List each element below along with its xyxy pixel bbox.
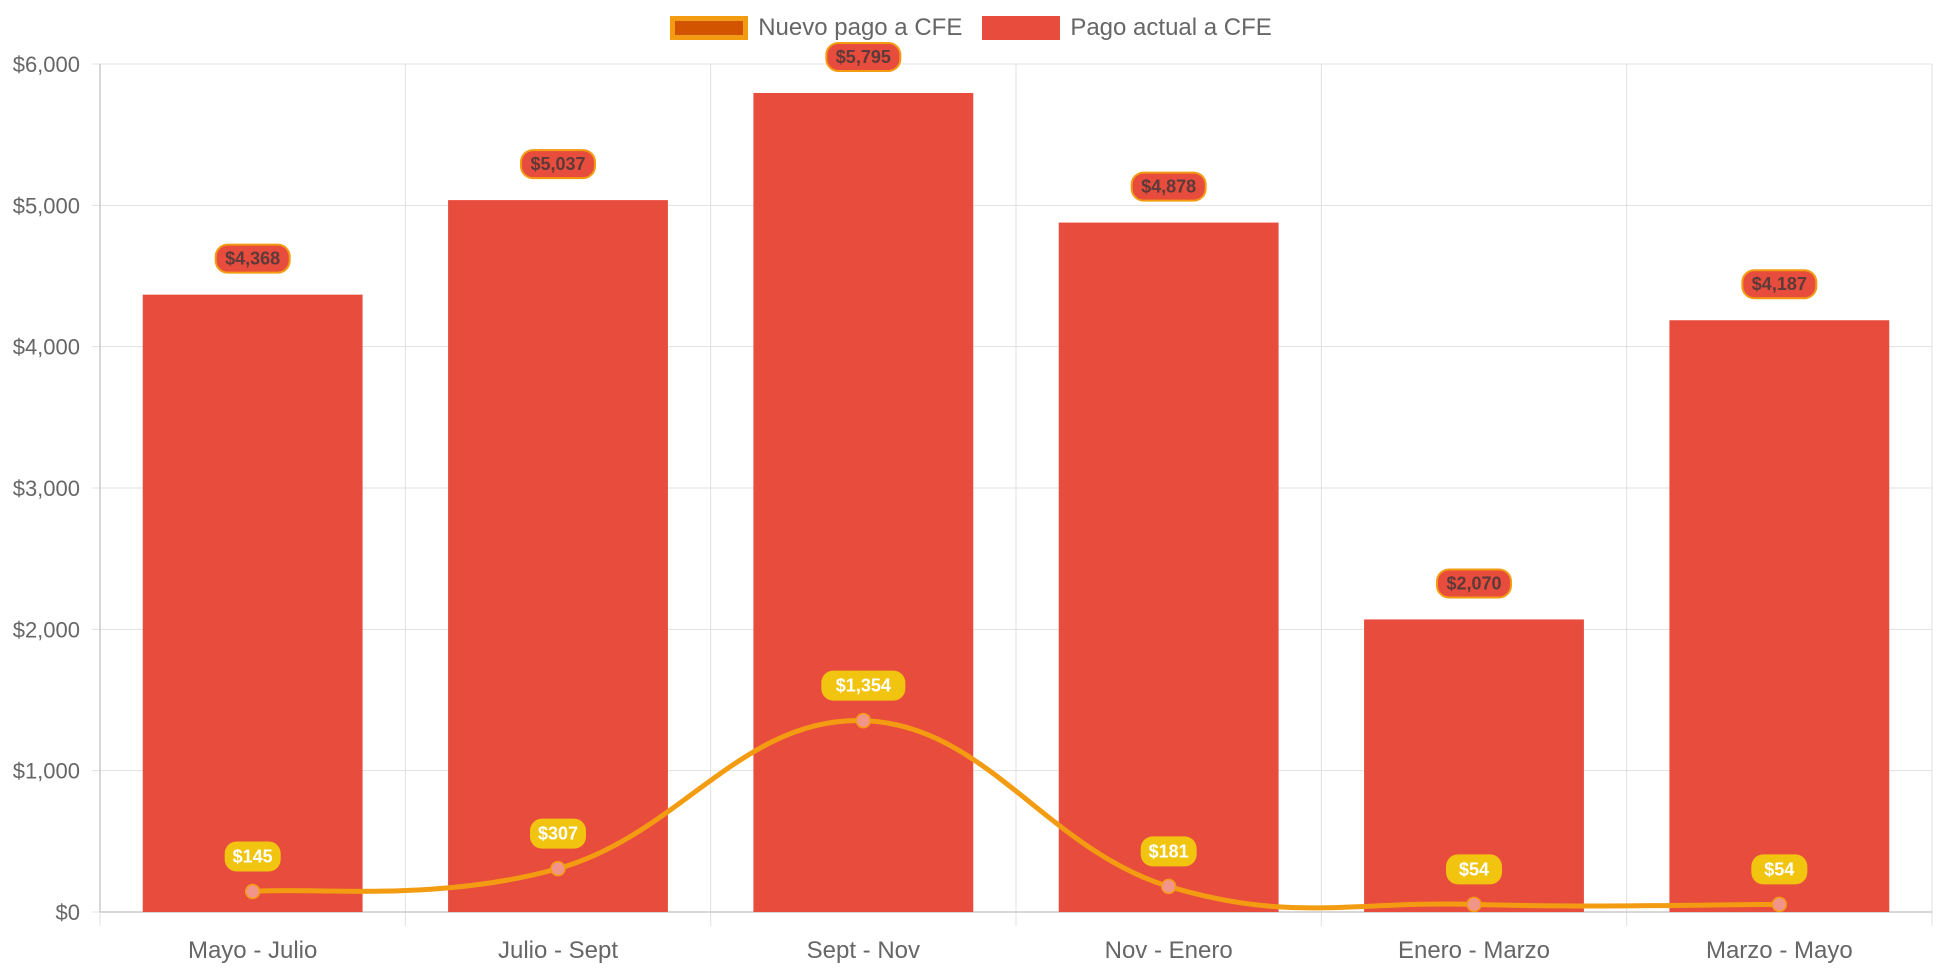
y-tick-label: $5,000 (13, 193, 80, 218)
bar (1669, 320, 1890, 913)
line-point (1160, 878, 1177, 895)
bar (753, 92, 974, 913)
line-data-label: $54 (1459, 859, 1489, 879)
bar-data-label: $5,037 (530, 154, 585, 174)
line-data-label-bg (1751, 854, 1808, 885)
legend-label-nuevo-pago: Nuevo pago a CFE (758, 14, 963, 41)
line-data-label: $54 (1764, 859, 1794, 879)
x-tick-label: Mayo - Julio (188, 937, 317, 964)
bar-data-label-bg (214, 243, 291, 274)
line-data-label: $1,354 (836, 676, 891, 696)
bar-data-label: $4,878 (1141, 177, 1196, 197)
bar (448, 200, 668, 912)
line-data-label-bg (224, 841, 281, 872)
bar-data-label: $2,070 (1446, 573, 1501, 593)
line-data-label: $307 (538, 824, 578, 844)
y-tick-label: $2,000 (13, 617, 80, 642)
bar-data-label-bg (520, 149, 596, 180)
x-tick-label: Enero - Marzo (1398, 937, 1550, 964)
line-series-path (252, 718, 1780, 911)
y-tick-label: $1,000 (13, 759, 80, 784)
legend-item-pago-actual[interactable]: Pago actual a CFE (982, 14, 1272, 42)
x-tick-label: Nov - Enero (1105, 937, 1233, 964)
y-tick-label: $4,000 (13, 335, 80, 360)
line-data-label-bg (821, 670, 906, 701)
line-data-label-bg (1446, 854, 1502, 885)
legend: Nuevo pago a CFE Pago actual a CFE (0, 14, 1942, 42)
line-data-label-bg (1140, 836, 1197, 867)
bar-data-label-bg (1741, 269, 1818, 300)
x-tick-label: Julio - Sept (498, 937, 618, 964)
x-tick-label: Sept - Nov (807, 937, 920, 964)
legend-swatch-nuevo-pago (670, 16, 749, 40)
legend-label-pago-actual: Pago actual a CFE (1070, 14, 1272, 41)
bar-data-label: $4,187 (1752, 274, 1807, 294)
bar-data-label: $4,368 (225, 249, 280, 269)
line-point (855, 712, 872, 729)
legend-item-nuevo-pago[interactable]: Nuevo pago a CFE (670, 14, 962, 42)
line-point (1466, 896, 1482, 913)
y-tick-label: $6,000 (13, 52, 80, 77)
line-data-label-bg (530, 818, 586, 849)
bar-data-label: $5,795 (836, 47, 891, 67)
line-data-label: $145 (233, 847, 273, 867)
line-point (1771, 896, 1788, 913)
bar-data-label-bg (825, 41, 902, 72)
bar (1058, 222, 1279, 913)
y-tick-label: $0 (56, 900, 80, 925)
bar (142, 294, 363, 912)
bar-data-label-bg (1436, 568, 1512, 599)
legend-swatch-pago-actual (982, 16, 1061, 40)
bar-data-label-bg (1130, 171, 1207, 202)
x-tick-label: Marzo - Mayo (1706, 937, 1853, 964)
line-data-label: $181 (1149, 841, 1189, 861)
line-point (244, 883, 261, 900)
line-point (550, 860, 566, 877)
y-tick-label: $3,000 (13, 476, 80, 501)
